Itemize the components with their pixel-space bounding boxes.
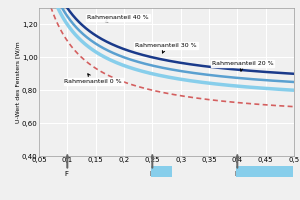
Text: Rahmenanteil 0 %: Rahmenanteil 0 % — [64, 74, 122, 84]
Text: F: F — [234, 171, 238, 177]
Text: F: F — [149, 171, 153, 177]
Text: F: F — [64, 171, 68, 177]
Y-axis label: U-Wert des Fensters [W/m: U-Wert des Fensters [W/m — [16, 41, 20, 123]
Text: Rahmenanteil 20 %: Rahmenanteil 20 % — [212, 61, 274, 71]
Text: Rahmenanteil 30 %: Rahmenanteil 30 % — [135, 43, 197, 53]
Text: Rahmenanteil 40 %: Rahmenanteil 40 % — [87, 15, 149, 22]
